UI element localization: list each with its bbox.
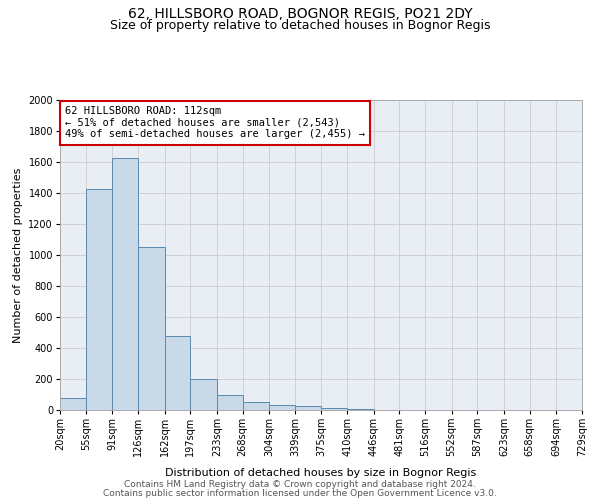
Bar [295,406,322,410]
Bar [217,394,242,410]
Text: 62, HILLSBORO ROAD, BOGNOR REGIS, PO21 2DY: 62, HILLSBORO ROAD, BOGNOR REGIS, PO21 2… [128,8,472,22]
Text: Size of property relative to detached houses in Bognor Regis: Size of property relative to detached ho… [110,19,490,32]
Text: Contains public sector information licensed under the Open Government Licence v3: Contains public sector information licen… [103,488,497,498]
Bar [347,409,374,410]
Bar [269,406,295,410]
Bar [322,408,347,410]
Bar [60,398,86,410]
Bar [86,189,112,410]
Bar [242,402,269,410]
Y-axis label: Number of detached properties: Number of detached properties [13,168,23,342]
Bar [190,379,217,410]
Text: Contains HM Land Registry data © Crown copyright and database right 2024.: Contains HM Land Registry data © Crown c… [124,480,476,489]
Bar [164,336,190,410]
Text: 62 HILLSBORO ROAD: 112sqm
← 51% of detached houses are smaller (2,543)
49% of se: 62 HILLSBORO ROAD: 112sqm ← 51% of detac… [65,106,365,140]
Bar [138,247,164,410]
Bar [112,158,138,410]
Text: Distribution of detached houses by size in Bognor Regis: Distribution of detached houses by size … [166,468,476,477]
